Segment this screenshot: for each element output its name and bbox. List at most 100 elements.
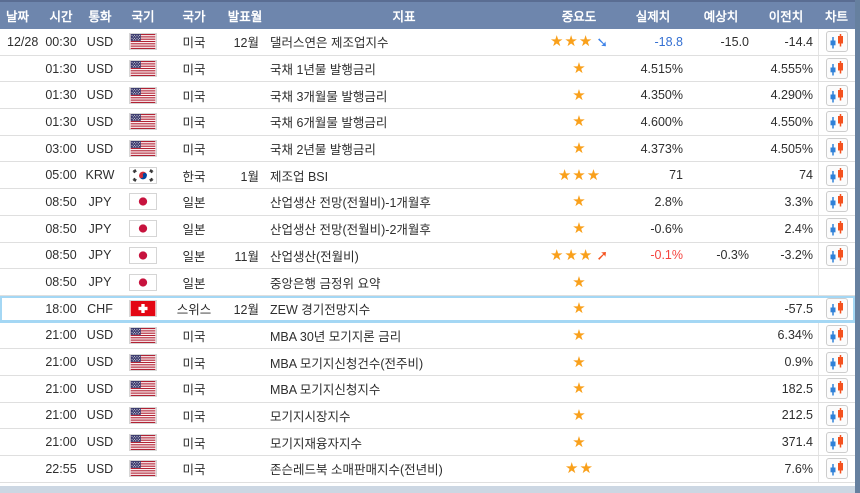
- star-icon: ★: [572, 61, 586, 77]
- us-flag-icon: [129, 113, 157, 131]
- chart-cell: [818, 189, 855, 215]
- candlestick-chart-button[interactable]: [826, 58, 848, 80]
- importance-cell: ★: [540, 141, 618, 156]
- table-row[interactable]: 21:00 USD 미국 MBA 30년 모기지론 금리 ★ 6.34%: [0, 322, 855, 350]
- table-row[interactable]: 01:30 USD 미국 국채 1년물 발행금리 ★ 4.515% 4.555%: [0, 55, 855, 83]
- table-row[interactable]: 08:50 JPY 일본 중앙은행 금정위 요약 ★: [0, 269, 855, 296]
- table-row[interactable]: 08:50 JPY 일본 산업생산 전망(전월비)-1개월후 ★ 2.8% 3.3%: [0, 189, 855, 216]
- chart-cell: [818, 269, 855, 295]
- star-icon: ★: [565, 461, 579, 477]
- column-header-previous: 이전치: [768, 10, 804, 24]
- us-flag-icon: [129, 406, 157, 424]
- candlestick-chart-button[interactable]: [826, 431, 848, 453]
- time-cell: 08:50: [45, 221, 77, 236]
- previous-value: 7.6%: [784, 461, 814, 476]
- candlestick-chart-button[interactable]: [826, 458, 848, 480]
- candlestick-chart-button[interactable]: [826, 351, 848, 373]
- previous-value: 4.550%: [770, 114, 813, 129]
- time-cell: 21:00: [45, 408, 77, 423]
- candlestick-chart-button[interactable]: [826, 191, 848, 213]
- table-row[interactable]: 01:30 USD 미국 국채 6개월물 발행금리 ★ 4.600% 4.550%: [0, 109, 855, 136]
- star-icon: ★: [572, 167, 586, 183]
- column-header-date: 날짜: [6, 10, 30, 24]
- candlestick-chart-button[interactable]: [826, 298, 848, 320]
- currency-cell: JPY: [88, 194, 112, 209]
- candlestick-chart-button[interactable]: [826, 31, 848, 53]
- chart-cell: [818, 162, 855, 189]
- importance-cell: ★: [540, 328, 618, 343]
- time-cell: 21:00: [45, 328, 77, 343]
- country-cell: 미국: [182, 329, 206, 344]
- indicator-name: 산업생산 전망(전월비)-2개월후: [270, 223, 431, 238]
- chart-cell: [818, 242, 855, 269]
- country-cell: 일본: [182, 223, 206, 238]
- indicator-name: MBA 30년 모기지론 금리: [270, 329, 402, 344]
- importance-cell: ★: [540, 61, 618, 76]
- indicator-name: 국채 3개월물 발행금리: [270, 89, 388, 104]
- importance-cell: ★ ★ ★ ➚: [540, 248, 618, 263]
- importance-cell: ★: [540, 221, 618, 236]
- country-cell: 스위스: [176, 303, 212, 318]
- previous-value: 371.4: [781, 435, 813, 450]
- table-row-selected[interactable]: 18:00 CHF 스위스 12월 ZEW 경기전망지수 ★ -57.5: [0, 295, 855, 323]
- currency-cell: USD: [86, 141, 114, 156]
- flag-cell: [120, 166, 166, 184]
- candlestick-chart-button[interactable]: [826, 164, 848, 186]
- candlestick-chart-button[interactable]: [826, 378, 848, 400]
- candlestick-chart-button[interactable]: [826, 244, 848, 266]
- time-cell: 18:00: [45, 301, 77, 316]
- southeast-arrow-icon: ➘: [596, 34, 609, 50]
- previous-value: 3.3%: [784, 194, 814, 209]
- us-flag-icon: [129, 353, 157, 371]
- time-cell: 05:00: [45, 168, 77, 183]
- previous-value: 0.9%: [784, 355, 814, 370]
- flag-cell: [120, 460, 166, 478]
- candlestick-chart-button[interactable]: [826, 111, 848, 133]
- star-icon: ★: [572, 301, 586, 317]
- us-flag-icon: [129, 326, 157, 344]
- table-row[interactable]: 21:00 USD 미국 모기지시장지수 ★ 212.5: [0, 402, 855, 430]
- table-row[interactable]: 08:50 JPY 일본 11월 산업생산(전월비) ★ ★ ★ ➚ -0.1% -0.3% -3.2…: [0, 242, 855, 270]
- table-row[interactable]: 05:00 KRW 한국 1월 제조업 BSI ★ ★ ★ 71 74: [0, 162, 855, 190]
- flag-cell: [120, 380, 166, 398]
- column-header-country: 국가: [182, 10, 206, 24]
- time-cell: 01:30: [45, 114, 77, 129]
- flag-cell: [120, 60, 166, 78]
- table-row[interactable]: 12/28 00:30 USD 미국 12월 댈러스연은 제조업지수 ★ ★ ★ ➘ -18.8 -1…: [0, 29, 855, 56]
- table-row[interactable]: 21:00 USD 미국 MBA 모기지신청지수 ★ 182.5: [0, 375, 855, 403]
- us-flag-icon: [129, 140, 157, 158]
- forecast-value: -15.0: [720, 34, 750, 49]
- star-icon: ★: [572, 434, 586, 450]
- jp-flag-icon: [129, 193, 157, 211]
- release-month-cell: 12월: [233, 303, 259, 318]
- table-row[interactable]: 08:50 JPY 일본 산업생산 전망(전월비)-2개월후 ★ -0.6% 2.4%: [0, 215, 855, 243]
- table-header: 날짜 시간 통화 국기 국가 발표월 지표 중요도 실제치 예상치 이전치 차트: [0, 0, 860, 29]
- release-month-cell: 1월: [240, 169, 259, 184]
- star-icon: ★: [549, 247, 564, 263]
- indicator-name: MBA 모기지신청지수: [270, 383, 381, 398]
- candlestick-chart-button[interactable]: [826, 324, 848, 346]
- column-header-indicator: 지표: [392, 10, 416, 24]
- indicator-name: 중앙은행 금정위 요약: [270, 276, 381, 291]
- table-row[interactable]: 21:00 USD 미국 모기지재융자지수 ★ 371.4: [0, 429, 855, 456]
- candlestick-chart-button[interactable]: [826, 138, 848, 160]
- candlestick-chart-button[interactable]: [826, 84, 848, 106]
- horizontal-scrollbar-track[interactable]: [0, 486, 860, 493]
- candlestick-chart-button[interactable]: [826, 218, 848, 240]
- table-row[interactable]: 21:00 USD 미국 MBA 모기지신청건수(전주비) ★ 0.9%: [0, 349, 855, 376]
- star-icon: ★: [572, 274, 586, 290]
- flag-cell: [120, 113, 166, 131]
- candlestick-chart-button[interactable]: [826, 404, 848, 426]
- release-month-cell: 12월: [233, 36, 259, 51]
- importance-cell: ★ ★ ★: [540, 168, 618, 183]
- vertical-scrollbar[interactable]: [855, 0, 860, 493]
- time-cell: 21:00: [45, 381, 77, 396]
- indicator-name: 국채 6개월물 발행금리: [270, 116, 388, 131]
- table-body: 12/28 00:30 USD 미국 12월 댈러스연은 제조업지수 ★ ★ ★ ➘ -18.8 -1…: [0, 29, 855, 483]
- table-row[interactable]: 01:30 USD 미국 국채 3개월물 발행금리 ★ 4.350% 4.290%: [0, 82, 855, 110]
- indicator-name: 제조업 BSI: [270, 169, 329, 184]
- table-row[interactable]: 22:55 USD 미국 존슨레드북 소매판매지수(전년비) ★ ★ 7.6%: [0, 456, 855, 483]
- chart-cell: [818, 375, 855, 402]
- importance-cell: ★: [540, 355, 618, 370]
- table-row[interactable]: 03:00 USD 미국 국채 2년물 발행금리 ★ 4.373% 4.505%: [0, 135, 855, 163]
